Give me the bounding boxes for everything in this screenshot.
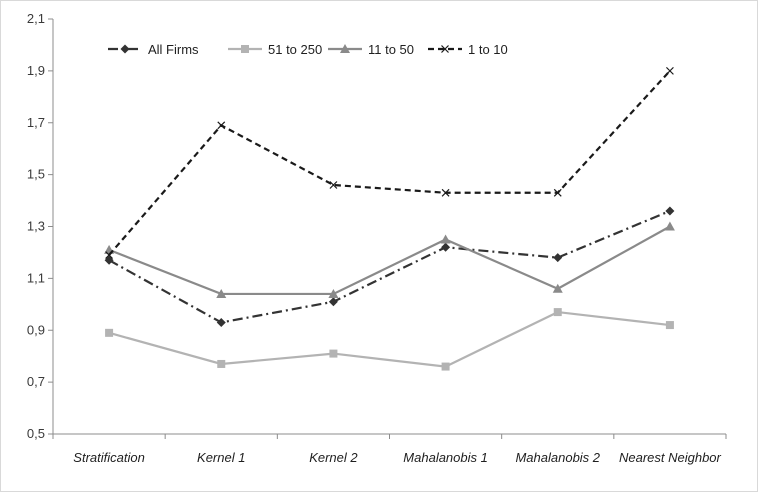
data-point — [665, 321, 674, 330]
legend-item: 51 to 250 — [228, 42, 322, 57]
data-point — [105, 251, 114, 259]
legend-marker — [441, 45, 449, 53]
legend-label: 51 to 250 — [268, 42, 322, 57]
y-tick-label: 1,9 — [27, 63, 45, 78]
data-point — [665, 66, 674, 75]
y-tick-label: 1,5 — [27, 167, 45, 182]
series-line — [108, 225, 671, 296]
data-point — [328, 288, 339, 298]
series-line — [108, 310, 671, 368]
y-tick-label: 2,1 — [27, 11, 45, 26]
legend-marker — [241, 45, 249, 53]
data-point — [553, 188, 562, 197]
legend-marker — [340, 44, 350, 53]
y-tick-label: 1,1 — [27, 270, 45, 285]
series-2 — [104, 221, 675, 298]
legend-item: 11 to 50 — [328, 42, 414, 57]
data-point — [441, 188, 450, 197]
x-tick-label: Stratification — [73, 450, 145, 465]
x-tick-label: Kernel 2 — [309, 450, 358, 465]
y-tick-label: 1,3 — [27, 219, 45, 234]
x-marker-stroke — [441, 188, 450, 197]
data-point — [328, 297, 338, 307]
y-tick-label: 0,5 — [27, 426, 45, 441]
data-point — [104, 255, 114, 265]
data-point — [553, 253, 563, 263]
series-line — [108, 70, 671, 256]
x-marker-stroke — [441, 45, 449, 53]
legend-label: 1 to 10 — [468, 42, 508, 57]
x-marker-stroke — [553, 188, 562, 197]
data-point — [664, 221, 675, 231]
x-tick-label: Mahalanobis 1 — [403, 450, 488, 465]
data-point — [441, 242, 451, 252]
x-marker-stroke — [329, 181, 338, 189]
x-tick-label: Mahalanobis 2 — [515, 450, 600, 465]
legend-marker — [120, 44, 130, 54]
series-1 — [105, 308, 674, 371]
legend: All Firms 51 to 250 11 to 50 1 to 10 — [108, 42, 508, 57]
data-point — [329, 349, 338, 358]
series-lines — [104, 66, 675, 371]
legend-item: 1 to 10 — [428, 42, 508, 57]
data-point — [665, 206, 675, 216]
data-point — [217, 359, 226, 368]
legend-item: All Firms — [108, 42, 199, 57]
data-point — [552, 283, 563, 293]
y-tick-label: 0,7 — [27, 374, 45, 389]
data-point — [441, 362, 450, 371]
data-point — [329, 181, 338, 189]
data-point — [217, 121, 226, 130]
x-marker-stroke — [105, 251, 114, 259]
x-tick-label: Nearest Neighbor — [619, 450, 722, 465]
y-tick-label: 1,7 — [27, 115, 45, 130]
data-point — [216, 317, 226, 327]
y-tick-label: 0,9 — [27, 322, 45, 337]
legend-label: All Firms — [148, 42, 199, 57]
series-3 — [105, 66, 674, 259]
series-line — [108, 209, 671, 324]
series-0 — [104, 206, 675, 327]
legend-label: 11 to 50 — [368, 42, 414, 57]
axes: 0,5 0,7 0,9 1,1 1,3 1,5 1,7 1,9 2,1 Stratificatio… — [27, 11, 727, 465]
data-point — [105, 328, 114, 337]
data-point — [216, 288, 227, 298]
x-marker-stroke — [665, 66, 674, 75]
x-marker-stroke — [217, 121, 226, 130]
data-point — [553, 308, 562, 317]
x-tick-label: Kernel 1 — [197, 450, 245, 465]
data-point — [440, 234, 451, 244]
